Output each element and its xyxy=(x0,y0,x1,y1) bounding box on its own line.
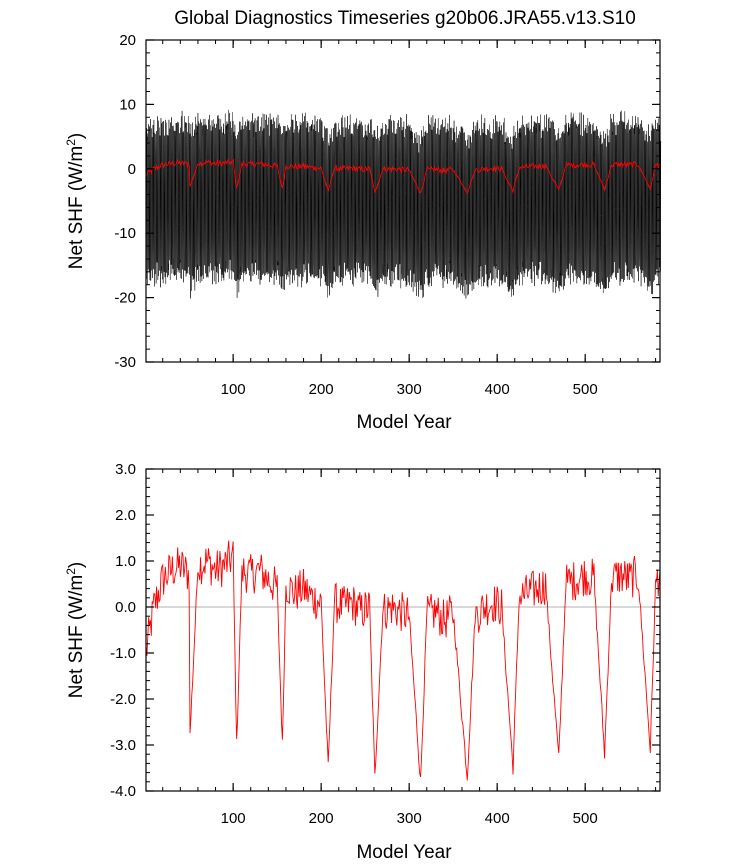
bottom-y-tick-label: 2.0 xyxy=(115,507,136,524)
bottom-y-axis-label-tail: ) xyxy=(66,562,87,568)
top-y-axis-label-sup: 2 xyxy=(64,139,78,146)
top-y-axis-label-tail: ) xyxy=(66,133,87,139)
top-series-annual-mean xyxy=(145,158,661,195)
top-x-axis-label: Model Year xyxy=(356,412,452,433)
bottom-series-annual-mean xyxy=(145,540,661,781)
top-x-tick-label: 200 xyxy=(309,381,334,398)
bottom-x-tick-label: 500 xyxy=(573,810,598,827)
bottom-y-tick-label: 3.0 xyxy=(115,461,136,478)
bottom-panel-axes: 100 200 300 400 500 -4.0 -3.0 -2.0 -1.0 0.0 1.0 2.0… xyxy=(110,461,661,827)
bottom-panel: 100 200 300 400 500 -4.0 -3.0 -2.0 -1.0 0.0 1.0 2.0… xyxy=(64,461,661,863)
bottom-x-tick-label: 400 xyxy=(485,810,510,827)
bottom-x-tick-label: 300 xyxy=(397,810,422,827)
top-y-tick-label: 20 xyxy=(119,32,136,49)
bottom-x-axis-label: Model Year xyxy=(356,842,452,863)
top-x-tick-label: 100 xyxy=(221,381,246,398)
top-y-tick-label: 0 xyxy=(128,161,136,178)
bottom-y-axis-label-sup: 2 xyxy=(64,568,78,575)
bottom-panel-data xyxy=(145,540,661,781)
bottom-y-tick-label: -2.0 xyxy=(110,691,136,708)
bottom-y-axis-label-main: Net SHF (W/m xyxy=(66,575,87,699)
top-y-tick-label: -30 xyxy=(114,354,136,371)
top-y-axis-label-main: Net SHF (W/m xyxy=(66,146,87,270)
bottom-x-tick-label: 200 xyxy=(309,810,334,827)
bottom-y-axis-label: Net SHF (W/m2) xyxy=(64,562,87,699)
top-panel-data xyxy=(145,109,662,299)
bottom-x-tick-label: 100 xyxy=(221,810,246,827)
top-series-monthly xyxy=(145,109,662,299)
bottom-y-tick-label: -3.0 xyxy=(110,737,136,754)
bottom-plot-frame xyxy=(145,468,661,792)
top-x-tick-label: 300 xyxy=(397,381,422,398)
top-panel-axes: 100 200 300 400 500 -30 -20 -10 0 10 20 xyxy=(114,32,661,398)
top-panel: 100 200 300 400 500 -30 -20 -10 0 10 20 Model Year… xyxy=(64,32,662,433)
top-x-tick-label: 500 xyxy=(573,381,598,398)
bottom-y-tick-label: 1.0 xyxy=(115,553,136,570)
top-plot-frame xyxy=(145,39,661,363)
bottom-y-tick-label: -4.0 xyxy=(110,783,136,800)
top-y-tick-label: -10 xyxy=(114,225,136,242)
top-x-tick-label: 400 xyxy=(485,381,510,398)
figure-title: Global Diagnostics Timeseries g20b06.JRA… xyxy=(174,8,636,29)
bottom-y-tick-label: 0.0 xyxy=(115,599,136,616)
bottom-y-tick-label: -1.0 xyxy=(110,645,136,662)
top-y-axis-label: Net SHF (W/m2) xyxy=(64,133,87,270)
top-y-tick-label: 10 xyxy=(119,96,136,113)
top-y-tick-label: -20 xyxy=(114,290,136,307)
